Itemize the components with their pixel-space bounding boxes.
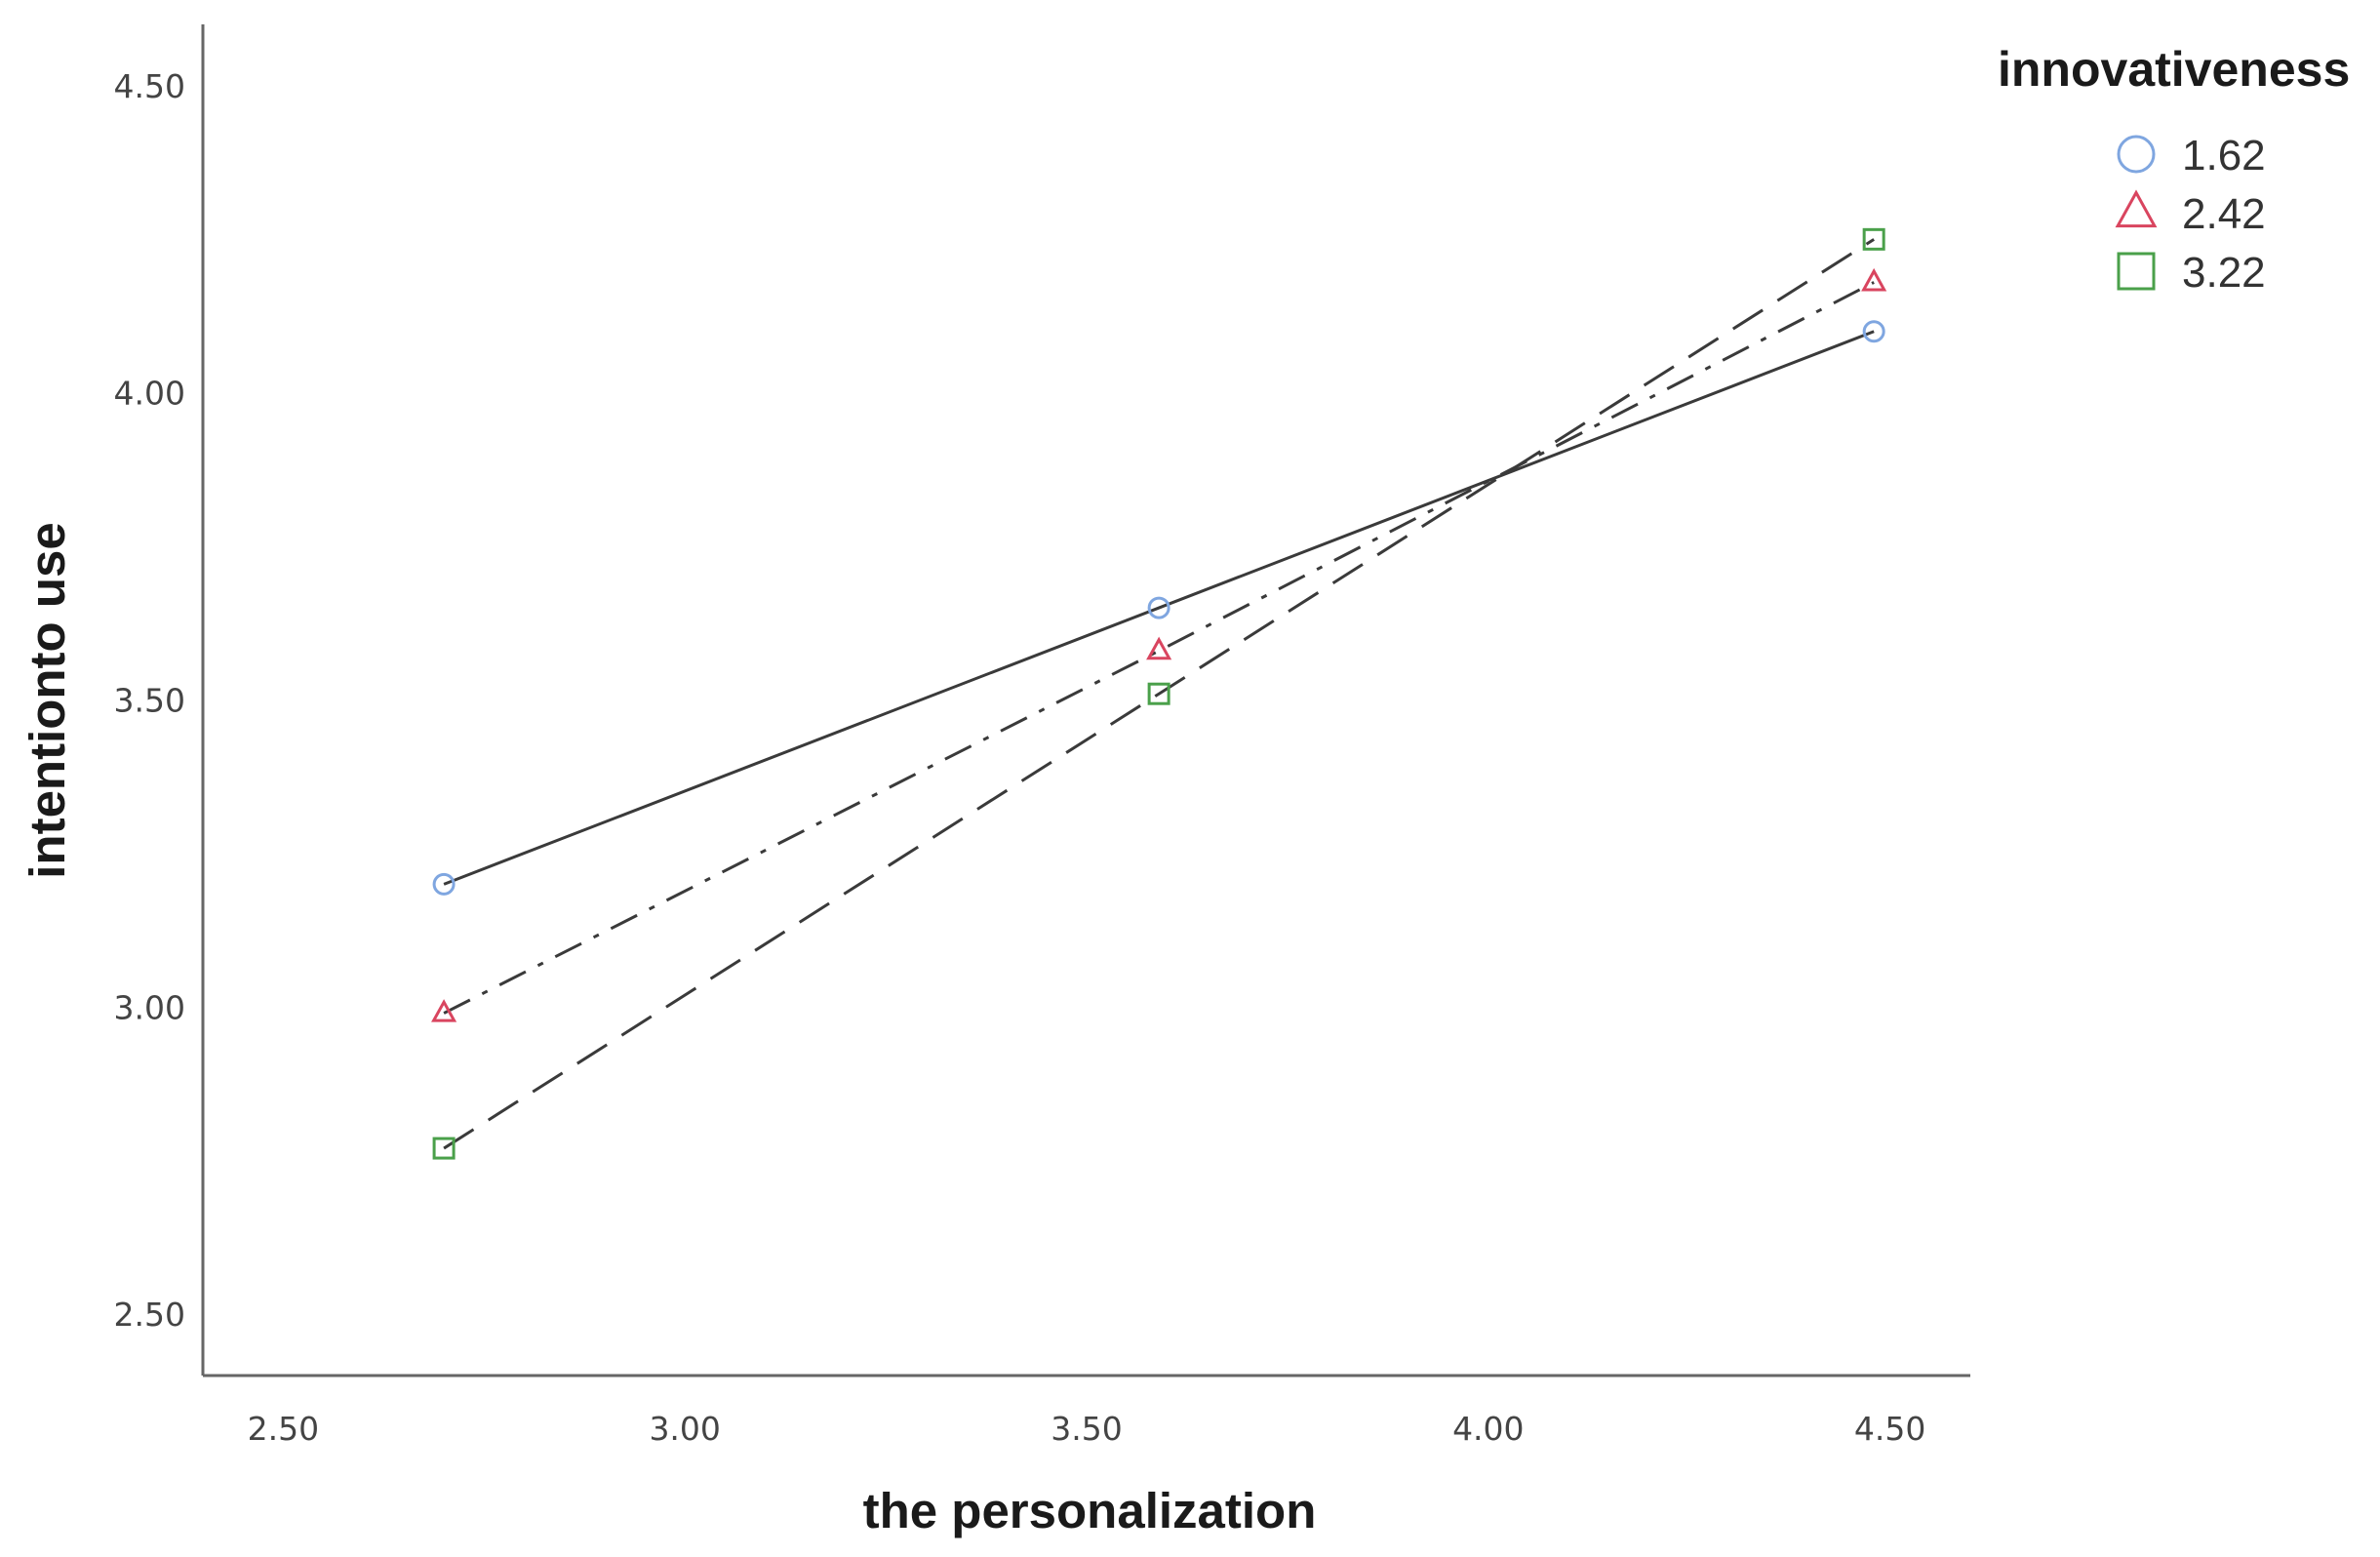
legend-label: 3.22 — [2182, 249, 2266, 297]
series-lines — [443, 238, 1875, 1150]
y-axis-title: intentionto use — [20, 522, 75, 878]
legend-circle-icon — [2117, 135, 2156, 174]
axes — [201, 24, 1970, 1377]
x-axis-title: the personalization — [863, 1483, 1317, 1538]
legend-triangle-icon — [2115, 189, 2158, 228]
x-tick-label: 3.50 — [1051, 1410, 1122, 1448]
series-line-3.22 — [443, 238, 1875, 1150]
y-axis-ticks: 2.50 3.00 3.50 4.00 4.50 — [114, 67, 185, 1334]
data-point-triangle-2.42 — [431, 999, 457, 1022]
legend-label: 1.62 — [2182, 132, 2266, 180]
x-axis-ticks: 2.50 3.00 3.50 4.00 4.50 — [248, 1410, 1926, 1448]
series-line-1.62 — [443, 330, 1875, 886]
data-point-circle-1.62 — [1147, 596, 1170, 619]
y-tick-label: 3.00 — [114, 988, 185, 1026]
data-point-square-3.22 — [1862, 227, 1885, 251]
legend-items: 1.62 2.42 3.22 — [2115, 132, 2266, 297]
data-point-square-3.22 — [1147, 682, 1170, 705]
x-tick-label: 4.50 — [1854, 1410, 1925, 1448]
data-point-triangle-2.42 — [1861, 267, 1887, 292]
x-tick-label: 3.00 — [649, 1410, 720, 1448]
series-line-2.42 — [443, 281, 1875, 1015]
y-tick-label: 2.50 — [114, 1296, 185, 1334]
y-tick-label: 3.50 — [114, 682, 185, 720]
data-point-circle-1.62 — [432, 872, 456, 896]
data-point-square-3.22 — [432, 1137, 456, 1160]
data-point-triangle-2.42 — [1146, 636, 1172, 660]
series-markers — [431, 227, 1887, 1160]
legend-square-icon — [2117, 252, 2156, 291]
x-tick-label: 4.00 — [1452, 1410, 1524, 1448]
legend-title: innovativeness — [1998, 42, 2350, 97]
y-tick-label: 4.00 — [114, 375, 185, 413]
x-tick-label: 2.50 — [248, 1410, 319, 1448]
legend-label: 2.42 — [2182, 190, 2266, 238]
y-tick-label: 4.50 — [114, 67, 185, 105]
legend: innovativeness 1.62 2.42 3.22 — [1998, 42, 2350, 297]
data-point-circle-1.62 — [1862, 320, 1885, 343]
